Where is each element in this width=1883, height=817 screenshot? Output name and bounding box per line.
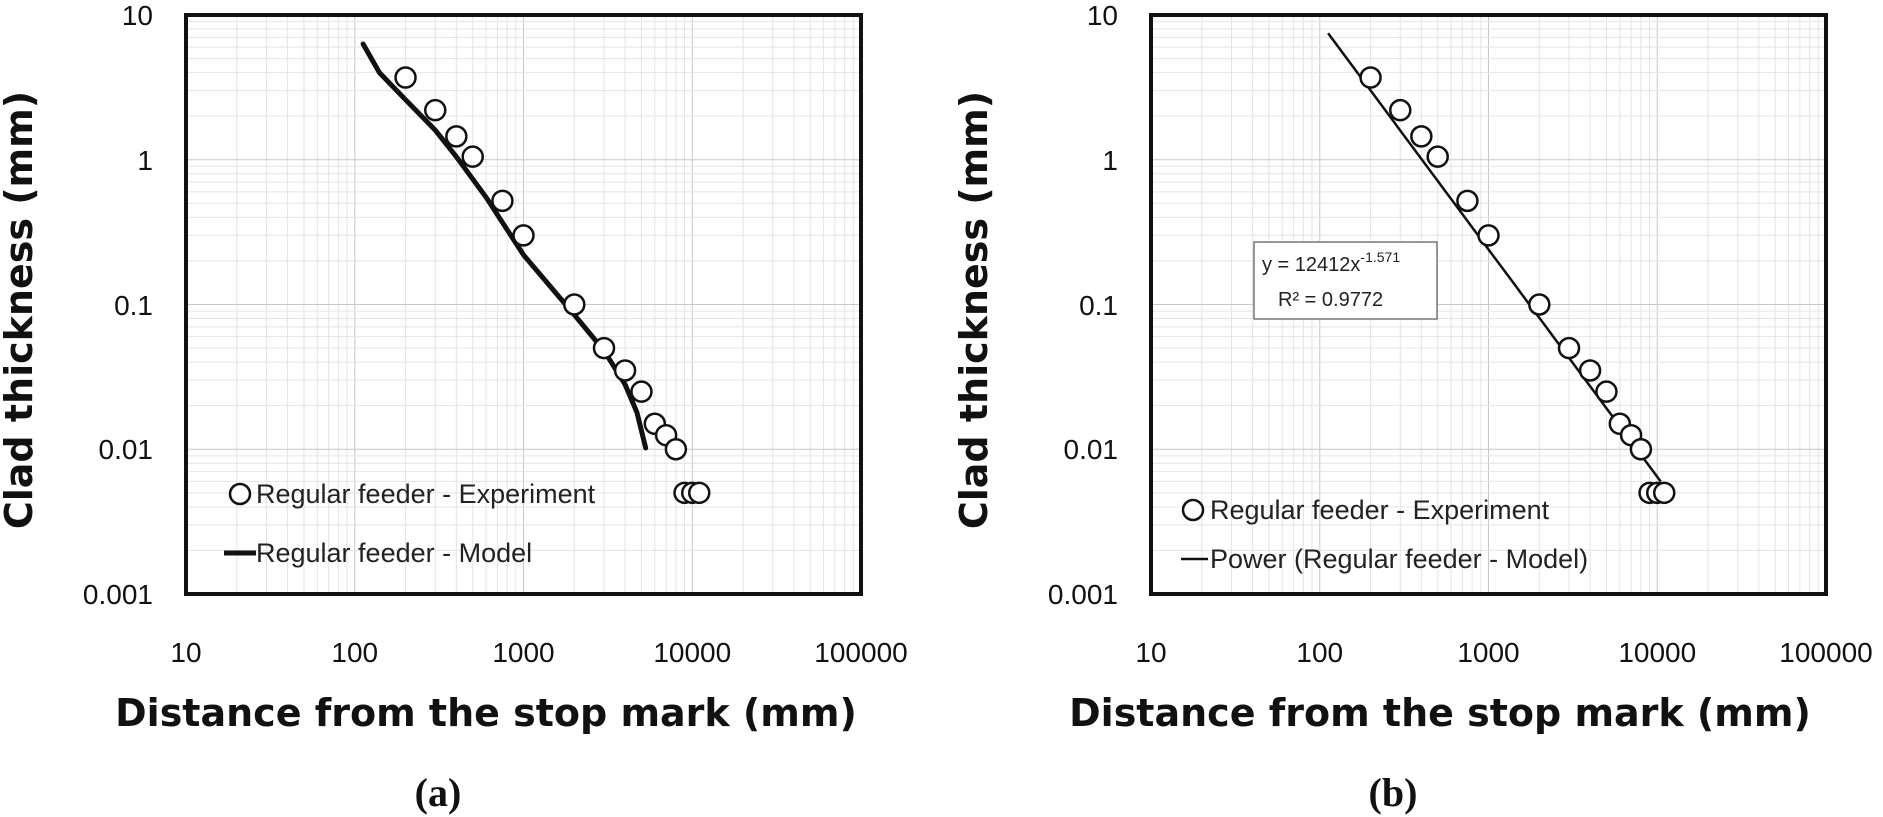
x-tick-label: 1000 xyxy=(492,637,554,668)
legend-marker-icon xyxy=(228,482,252,506)
equation-box-b: y = 12412x-1.571 R² = 0.9772 xyxy=(1253,241,1438,320)
x-tick-label: 10000 xyxy=(653,637,731,668)
data-point-marker xyxy=(630,380,653,403)
data-point-marker xyxy=(563,293,586,316)
y-ticks-a: 0.001 0.01 0.1 1 10 xyxy=(83,0,153,610)
data-point-marker xyxy=(461,145,484,168)
y-tick-label: 0.001 xyxy=(1048,579,1118,610)
y-ticks-b: 0.001 0.01 0.1 1 10 xyxy=(1048,0,1118,610)
data-point-marker xyxy=(1389,98,1412,122)
plot-frame-b xyxy=(1149,13,1828,596)
x-tick-label: 10 xyxy=(170,637,201,668)
data-point-marker xyxy=(1652,481,1676,505)
data-point-marker xyxy=(1477,224,1500,247)
data-point-marker xyxy=(1410,125,1433,148)
data-point-marker xyxy=(1528,293,1551,316)
data-point-marker xyxy=(491,189,514,213)
legend-label-power: Power (Regular feeder - Model) xyxy=(1210,544,1588,574)
x-tick-label: 100000 xyxy=(1779,637,1872,668)
x-tick-label: 10000 xyxy=(1618,637,1696,668)
x-tick-label: 100000 xyxy=(814,637,907,668)
x-tick-label: 1000 xyxy=(1457,637,1519,668)
markers-a xyxy=(394,66,711,505)
data-point-marker xyxy=(424,98,447,122)
legend-marker-icon xyxy=(1181,498,1205,522)
y-tick-label: 10 xyxy=(1087,0,1118,31)
r-squared: R² = 0.9772 xyxy=(1278,289,1383,311)
panel-label-b: (b) xyxy=(1369,770,1418,815)
legend-label-experiment: Regular feeder - Experiment xyxy=(1210,495,1550,525)
x-ticks-a: 10 100 1000 10000 100000 xyxy=(170,637,907,668)
legend-label-model: Regular feeder - Model xyxy=(256,538,532,568)
y-tick-label: 0.001 xyxy=(83,579,153,610)
fit-equation-base: y = 12412x xyxy=(1262,254,1360,276)
y-axis-title-a: Clad thickness (mm) xyxy=(0,91,41,529)
x-tick-label: 10 xyxy=(1135,637,1166,668)
y-tick-label: 1 xyxy=(137,145,153,176)
y-tick-label: 0.01 xyxy=(1064,434,1119,465)
x-axis-title-a: Distance from the stop mark (mm) xyxy=(115,691,857,735)
chart-panel-b: 10 100 1000 10000 100000 0.001 0.01 0.1 … xyxy=(952,0,1873,815)
data-point-marker xyxy=(1629,438,1653,461)
y-tick-label: 10 xyxy=(122,0,153,31)
data-point-marker xyxy=(592,336,616,360)
data-point-marker xyxy=(1557,336,1581,360)
markers-b xyxy=(1359,66,1676,505)
chart-panel-a: 10 100 1000 10000 100000 0.001 0.01 0.1 … xyxy=(0,0,908,815)
x-tick-label: 100 xyxy=(1296,637,1343,668)
y-tick-label: 0.01 xyxy=(99,434,154,465)
data-point-marker xyxy=(664,438,688,461)
data-point-marker xyxy=(1426,145,1449,168)
legend-b: Regular feeder - Experiment Power (Regul… xyxy=(1181,495,1588,574)
panel-label-a: (a) xyxy=(415,770,462,815)
equation-box-frame xyxy=(1253,241,1438,320)
data-point-marker xyxy=(687,481,711,505)
data-point-marker xyxy=(613,359,637,382)
fit-equation-exponent: -1.571 xyxy=(1360,249,1400,265)
x-ticks-b: 10 100 1000 10000 100000 xyxy=(1135,637,1872,668)
data-point-marker xyxy=(1456,189,1479,213)
model-line-a xyxy=(360,41,649,451)
x-axis-title-b: Distance from the stop mark (mm) xyxy=(1069,691,1811,735)
data-point-marker xyxy=(1359,66,1382,89)
data-point-marker xyxy=(512,224,535,247)
data-point-marker xyxy=(1578,359,1602,382)
legend-a: Regular feeder - Experiment Regular feed… xyxy=(224,479,596,568)
y-tick-label: 0.1 xyxy=(1079,290,1118,321)
power-fit-line-b xyxy=(1327,32,1662,483)
y-tick-label: 1 xyxy=(1102,145,1118,176)
x-tick-label: 100 xyxy=(331,637,378,668)
data-point-marker xyxy=(1595,380,1618,403)
y-axis-title-b: Clad thickness (mm) xyxy=(952,91,996,529)
y-tick-label: 0.1 xyxy=(114,290,153,321)
data-point-marker xyxy=(445,125,468,148)
fit-equation: y = 12412x-1.571 xyxy=(1262,249,1400,276)
plot-frame-a xyxy=(184,13,863,596)
data-point-marker xyxy=(394,66,417,89)
legend-label-experiment: Regular feeder - Experiment xyxy=(256,479,596,509)
